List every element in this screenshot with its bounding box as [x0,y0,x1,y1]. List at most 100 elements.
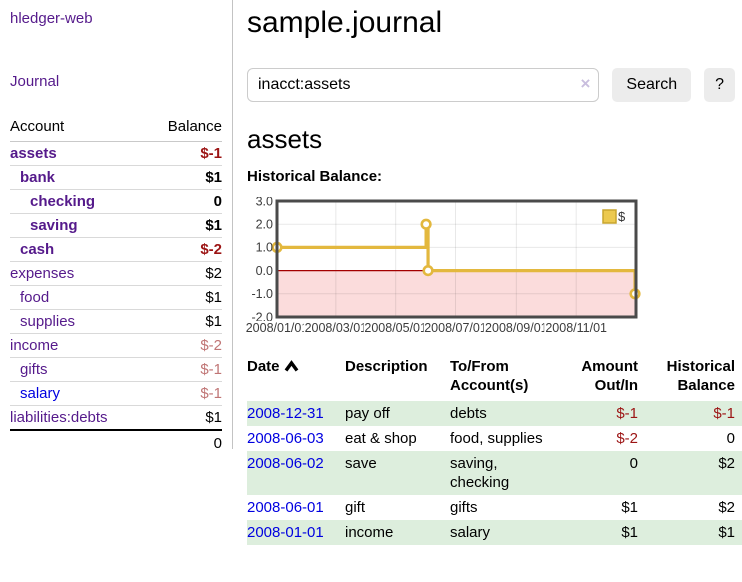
accounts-table: Account Balance assets $-1 bank $1 checking 0… [10,114,222,455]
y-tick-label: 3.0 [256,197,273,208]
accounts-total-row: 0 [10,429,222,455]
x-tick-label: 2008/11/01 [544,321,608,335]
legend-label: $ [618,209,626,224]
account-link-gifts[interactable]: gifts [20,361,48,378]
account-row: income $-2 [10,334,222,358]
x-tick-label: 2008/07/01 [423,321,488,335]
account-row: checking 0 [10,190,222,214]
account-balance: $1 [205,289,222,306]
y-tick-label: -1.0 [251,287,273,301]
search-input-wrap: × [247,68,600,102]
account-balance: $-1 [200,361,222,378]
account-link-bank[interactable]: bank [20,169,56,186]
register-cell-amount: 0 [562,451,645,495]
register-cell-date: 2008-06-01 [247,495,345,520]
register-cell-balance: $2 [718,499,735,516]
account-row: assets $-1 [10,142,222,166]
x-tick-label: 2008/03/01 [303,321,369,335]
register-cell-accounts: debts [450,401,562,426]
column-header-date[interactable]: Date [247,355,345,401]
register-cell-amount: $-2 [616,430,638,447]
accounts-total-value: 0 [213,434,222,452]
x-tick-label: 2008/05/01 [363,321,428,335]
transaction-date-link[interactable]: 2008-01-01 [247,524,324,541]
account-link-supplies[interactable]: supplies [20,313,76,330]
search-button[interactable]: Search [612,68,692,102]
register-header-row: Date Description To/From Account(s) Amou… [247,355,742,401]
account-row: food $1 [10,286,222,310]
main-content: sample.journal × Search ? assets Histori… [233,0,742,545]
transaction-date-link[interactable]: 2008-06-01 [247,499,324,516]
x-tick-label: 2008/09/01 [484,321,549,335]
register-cell-date: 2008-12-31 [247,401,345,426]
account-link-salary[interactable]: salary [20,385,61,402]
transaction-date-link[interactable]: 2008-06-02 [247,455,324,472]
clear-search-icon[interactable]: × [580,74,591,93]
account-balance: $1 [205,313,222,330]
account-link-cash[interactable]: cash [20,241,55,258]
register-row: 2008-06-03 eat & shop food, supplies $-2 0 [247,426,742,451]
column-header-amount: Amount Out/In [581,358,638,394]
column-header-accounts: To/From Account(s) [450,358,529,394]
account-balance: $1 [205,409,222,426]
account-balance: $-2 [200,241,222,258]
account-balance: $1 [205,217,222,234]
account-balance: $-2 [200,337,222,354]
y-tick-label: 2.0 [256,218,273,232]
search-form: × Search ? [247,68,735,102]
account-link-assets[interactable]: assets [10,145,57,162]
register-cell-date: 2008-06-02 [247,451,345,495]
historical-balance-chart: $3.0 2.0 1.0 0.0 -1.0 -2.0 2008/01/01 2008/03/0… [244,194,645,339]
account-heading: assets [247,124,323,154]
legend-swatch [602,209,617,224]
y-tick-label: 0.0 [256,264,273,278]
register-cell-balance: $2 [645,451,742,495]
account-row: saving $1 [10,214,222,238]
account-row: bank $1 [10,166,222,190]
register-cell-date: 2008-06-03 [247,426,345,451]
register-cell-amount: $1 [621,499,638,516]
register-cell-balance: $1 [645,520,742,545]
register-cell-balance: 0 [726,430,735,447]
register-cell-accounts: food, supplies [450,430,543,447]
sort-ascending-icon [284,358,299,377]
account-balance: $1 [205,169,222,186]
account-link-saving[interactable]: saving [30,217,78,234]
register-cell-description: pay off [345,401,450,426]
register-cell-description: save [345,451,450,495]
register-cell-accounts: gifts [450,499,478,516]
register-cell-description: gift [345,499,366,516]
chart-canvas: $3.0 2.0 1.0 0.0 -1.0 -2.0 [251,194,641,324]
account-link-food[interactable]: food [20,289,50,306]
help-button[interactable]: ? [704,68,735,102]
sidebar: hledger-web Journal Account Balance asse… [0,0,233,452]
search-input[interactable] [247,68,600,102]
accounts-table-header: Account Balance [10,114,222,142]
register-cell-description: income [345,520,450,545]
register-cell-date: 2008-01-01 [247,520,345,545]
account-balance: $-1 [200,385,222,402]
sidebar-item-journal[interactable]: Journal [10,73,60,90]
register-cell-accounts: salary [450,520,562,545]
column-header-description: Description [345,358,428,375]
account-link-income[interactable]: income [10,337,59,354]
y-tick-label: 1.0 [256,241,273,255]
account-link-liabilities-debts[interactable]: liabilities:debts [10,409,108,426]
register-cell-amount: $-1 [562,401,645,426]
account-balance: $-1 [200,145,222,162]
transaction-date-link[interactable]: 2008-06-03 [247,430,324,447]
y-tick-label: -2.0 [251,310,273,322]
register-cell-balance: $-1 [645,401,742,426]
account-link-expenses[interactable]: expenses [10,265,75,282]
account-balance: $2 [205,265,222,282]
transaction-date-link[interactable]: 2008-12-31 [247,405,324,422]
register-row: 2008-12-31 pay off debts $-1 $-1 [247,401,742,426]
page-title: sample.journal [247,6,443,39]
column-header-balance: Historical Balance [666,358,735,394]
app-brand-link[interactable]: hledger-web [10,10,93,27]
account-balance: 0 [213,193,222,210]
x-tick-label: 2008/01/01 [244,321,310,335]
account-link-checking[interactable]: checking [30,193,96,210]
register-table: Date Description To/From Account(s) Amou… [247,355,742,545]
register-cell-description: eat & shop [345,430,417,447]
